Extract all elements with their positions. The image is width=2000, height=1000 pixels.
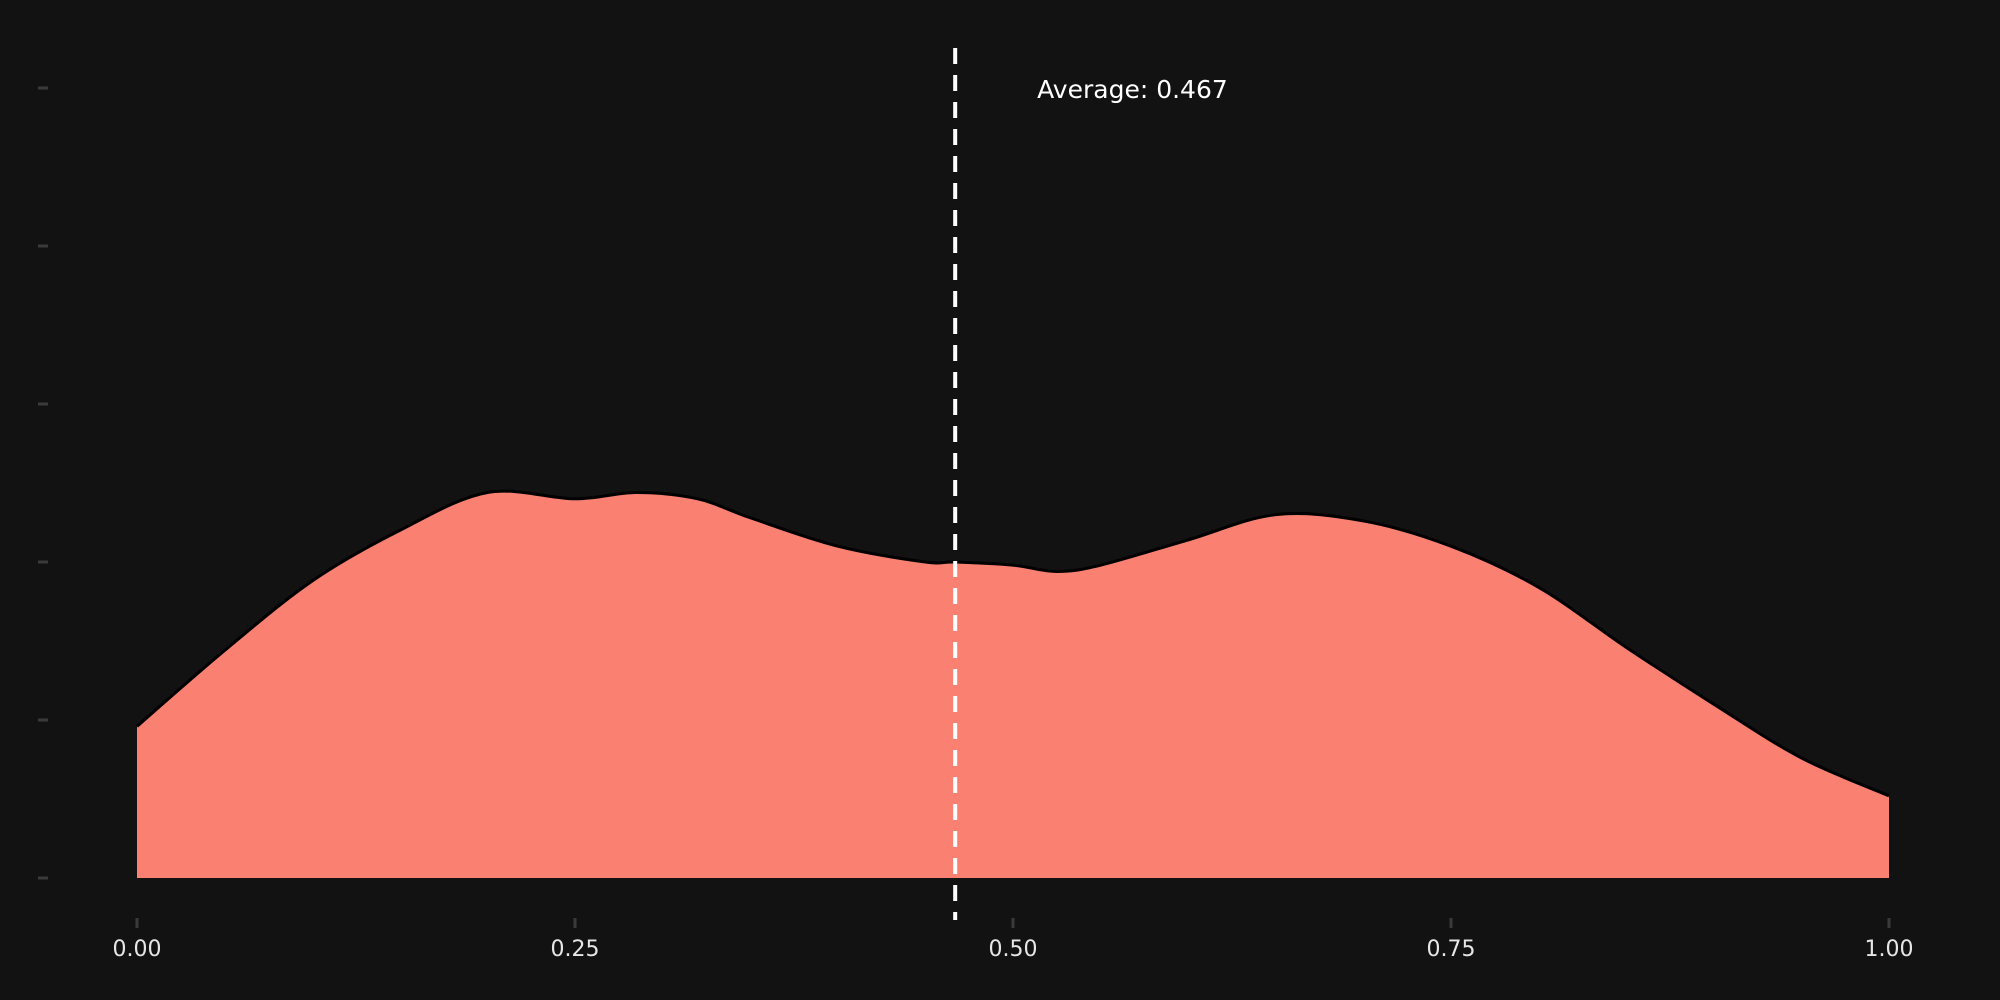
density-curve-0 [136, 489, 1890, 798]
density-area-0 [137, 491, 1889, 878]
average-annotation: Average: 0.467 [1037, 75, 1228, 104]
plot-area [136, 489, 1890, 878]
x-tick-label-1: 0.25 [551, 937, 600, 962]
x-tick-label-0: 0.00 [113, 937, 162, 962]
x-tick-label-3: 0.75 [1427, 937, 1476, 962]
y-axis-ticks [38, 86, 48, 880]
x-tick-label-4: 1.00 [1865, 937, 1914, 962]
x-tick-label-2: 0.50 [989, 937, 1038, 962]
x-axis-ticks: 0.00 0.25 0.50 0.75 1.00 [113, 918, 1914, 962]
